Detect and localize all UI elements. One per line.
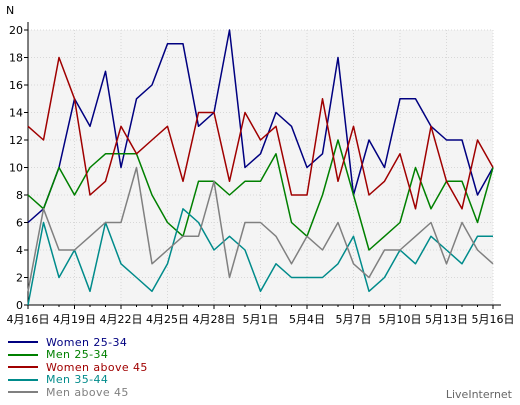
x-tick-label: 5月13日: [425, 313, 468, 326]
legend-item-men-25-34: Men 25-34: [8, 348, 148, 362]
x-tick-label: 4月22日: [100, 313, 143, 326]
y-tick-label: 14: [9, 107, 23, 120]
x-tick-label: 4月28日: [193, 313, 236, 326]
y-tick-label: 12: [9, 134, 23, 147]
series-line: [27, 56, 494, 210]
series-line: [27, 29, 494, 224]
x-tick-label: 5月1日: [243, 313, 279, 326]
legend-label: Men 25-34: [46, 348, 109, 362]
legend: Women 25-34 Men 25-34 Women above 45 Men…: [8, 336, 148, 399]
legend-label: Women 25-34: [46, 335, 128, 349]
legend-label: Women above 45: [46, 360, 148, 374]
legend-swatch: [8, 353, 38, 356]
legend-item-men-35-44: Men 35-44: [8, 373, 148, 387]
line-chart: 0 2 4 6 8 10 12 14 16 18 20 4月16日 4月19日 4月22日 4月25日 4月2…: [6, 4, 515, 326]
y-tick-label: 0: [16, 299, 23, 312]
legend-item-women-25-34: Women 25-34: [8, 336, 148, 349]
y-tick-label: 8: [16, 189, 23, 202]
x-tick-label: 4月25日: [146, 313, 189, 326]
series-line: [27, 166, 494, 292]
x-tick-label: 5月10日: [379, 313, 422, 326]
x-tick-label: 5月16日: [472, 313, 515, 326]
y-tick-label: 20: [9, 24, 23, 37]
legend-label: Men 35-44: [46, 373, 109, 387]
credit-label: LiveInternet: [445, 388, 512, 401]
y-tick-label: 4: [16, 244, 23, 257]
legend-label: Men above 45: [46, 385, 129, 399]
series-line: [27, 139, 494, 251]
y-tick-label: 16: [9, 79, 23, 92]
x-tick-label: 4月16日: [7, 313, 50, 326]
y-tick-label: 2: [16, 272, 23, 285]
y-tick-label: 6: [16, 217, 23, 230]
legend-item-men-above-45: Men above 45: [8, 386, 148, 399]
x-tick-label: 5月4日: [289, 313, 325, 326]
y-tick-label: 10: [9, 162, 23, 175]
legend-item-women-above-45: Women above 45: [8, 361, 148, 374]
y-axis-label: N: [6, 4, 14, 17]
y-tick-label: 18: [9, 52, 23, 65]
x-tick-label: 5月7日: [336, 313, 372, 326]
x-tick-label: 4月19日: [53, 313, 96, 326]
legend-swatch: [8, 391, 38, 394]
legend-swatch: [8, 378, 38, 381]
legend-swatch: [8, 366, 38, 369]
legend-swatch: [8, 341, 38, 344]
